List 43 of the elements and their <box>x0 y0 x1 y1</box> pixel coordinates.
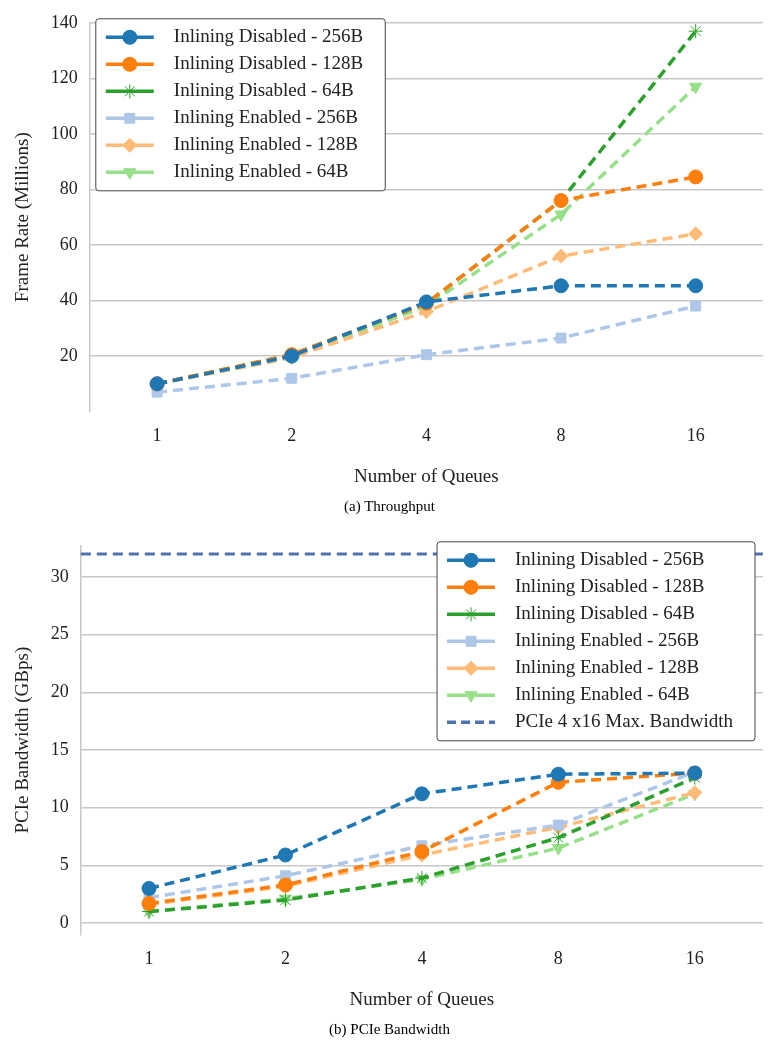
text: (a) Throughput <box>343 498 436 515</box>
y-tick-label: 20 <box>59 344 78 365</box>
y-tick-label: 40 <box>59 289 78 310</box>
y-tick-label: 140 <box>50 11 78 32</box>
y-tick-label: 60 <box>59 233 78 254</box>
y-tick-label: 10 <box>50 796 69 817</box>
legend-label: Inlining Disabled - 128B <box>515 575 705 597</box>
x-tick-label: 4 <box>417 948 427 969</box>
legend-label: Inlining Disabled - 256B <box>515 548 705 570</box>
y-tick-label: 100 <box>50 122 78 143</box>
x-tick-label: 4 <box>421 425 431 446</box>
x-tick-label: 8 <box>556 425 566 446</box>
y-tick-label: 30 <box>50 565 69 586</box>
y-axis-title: Frame Rate (Millions) <box>11 132 34 303</box>
y-tick-label: 25 <box>50 623 69 644</box>
x-tick-label: 8 <box>553 948 563 969</box>
legend-label: Inlining Enabled - 256B <box>173 106 358 128</box>
x-tick-label: 2 <box>287 425 297 446</box>
x-tick-label: 16 <box>686 425 705 446</box>
y-tick-label: 20 <box>50 681 69 702</box>
y-tick-label: 0 <box>59 911 69 932</box>
x-axis-title: Number of Queues <box>349 987 495 1009</box>
y-tick-label: 15 <box>50 738 69 759</box>
x-tick-label: 16 <box>685 948 704 969</box>
legend-label: Inlining Enabled - 64B <box>173 160 349 182</box>
legend-label: Inlining Disabled - 64B <box>173 79 354 101</box>
legend-label: PCIe 4 x16 Max. Bandwidth <box>515 710 734 732</box>
legend-label: Inlining Enabled - 128B <box>515 656 700 678</box>
text: (b) PCIe Bandwidth <box>328 1021 451 1038</box>
y-tick-label: 5 <box>59 854 69 875</box>
x-tick-label: 2 <box>280 948 290 969</box>
legend-label: Inlining Disabled - 128B <box>173 52 364 74</box>
legend-label: Inlining Disabled - 256B <box>173 25 364 47</box>
legend-label: Inlining Disabled - 64B <box>515 602 695 624</box>
legend-label: Inlining Enabled - 256B <box>515 629 700 651</box>
x-tick-label: 1 <box>152 425 162 446</box>
y-tick-label: 120 <box>50 67 78 88</box>
y-axis-title: PCIe Bandwidth (GBps) <box>11 646 34 834</box>
legend-label: Inlining Enabled - 64B <box>515 683 690 705</box>
legend-label: Inlining Enabled - 128B <box>173 133 358 155</box>
x-tick-label: 1 <box>144 948 154 969</box>
y-tick-label: 80 <box>59 178 78 199</box>
x-axis-title: Number of Queues <box>354 464 499 486</box>
